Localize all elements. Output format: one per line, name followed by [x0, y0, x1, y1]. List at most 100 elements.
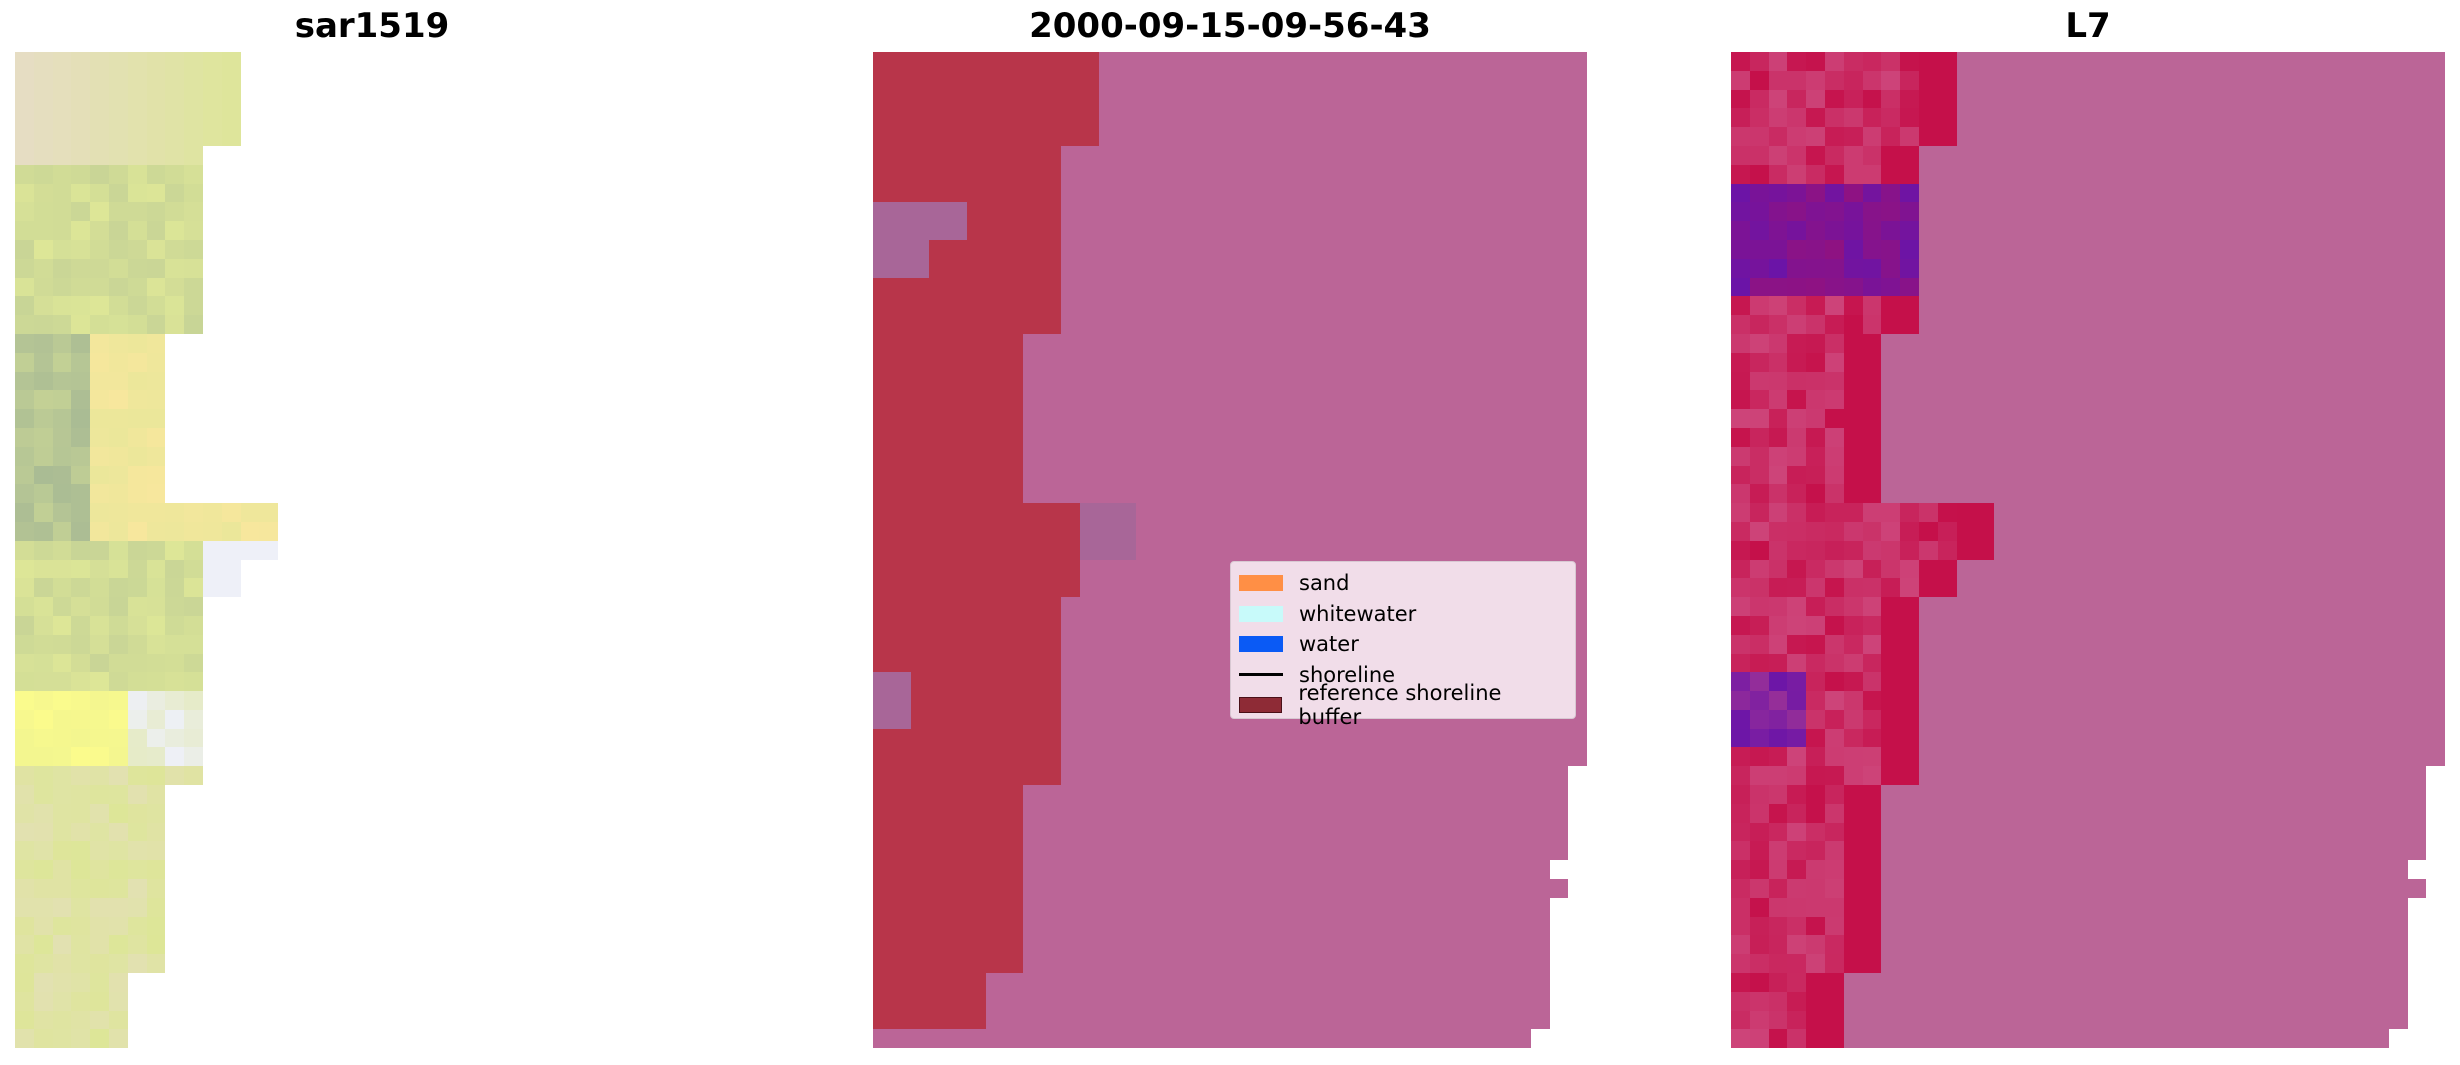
pixel [891, 615, 911, 635]
pixel [929, 521, 949, 541]
pixel [966, 52, 986, 71]
pixel [1493, 315, 1513, 334]
pixel [466, 296, 485, 315]
pixel [579, 165, 598, 184]
pixel [617, 146, 636, 165]
pixel [1154, 916, 1174, 936]
pixel [2050, 484, 2070, 504]
pixel [316, 296, 335, 315]
pixel [560, 597, 579, 616]
pixel [429, 823, 448, 842]
pixel [1568, 352, 1588, 372]
pixel [1937, 52, 1957, 71]
pixel [259, 447, 278, 466]
pixel [1060, 503, 1080, 522]
pixel [1474, 841, 1494, 861]
pixel [222, 654, 241, 673]
pixel [710, 992, 729, 1011]
panel-title-rgb: sar1519 [294, 6, 450, 46]
pixel [929, 559, 949, 579]
pixel [410, 447, 429, 466]
pixel [2069, 352, 2089, 372]
pixel [1248, 728, 1268, 748]
pixel [1862, 484, 1882, 504]
pixel [391, 315, 410, 334]
pixel [2257, 258, 2277, 278]
pixel [221, 127, 241, 146]
pixel [2426, 221, 2446, 240]
pixel [1042, 70, 1061, 90]
pixel [33, 803, 53, 823]
pixel [2182, 296, 2201, 316]
pixel [598, 747, 617, 766]
pixel [165, 992, 184, 1011]
pixel [485, 560, 504, 579]
pixel [1436, 1010, 1456, 1030]
pixel [2370, 465, 2389, 485]
pixel [1098, 822, 1118, 842]
pixel [2200, 277, 2220, 297]
pixel [33, 1010, 53, 1030]
pixel [560, 935, 579, 954]
pixel [184, 89, 203, 109]
pixel [278, 729, 297, 748]
pixel [1900, 89, 1919, 109]
pixel [1975, 296, 1995, 316]
pixel [316, 466, 335, 485]
pixel [541, 372, 560, 391]
pixel [165, 353, 184, 372]
pixel [1787, 446, 1807, 466]
pixel [1550, 1011, 1569, 1030]
pixel [2106, 108, 2126, 128]
pixel [2276, 465, 2295, 485]
pixel [1004, 277, 1024, 297]
pixel [541, 578, 560, 597]
pixel [278, 278, 297, 297]
pixel [222, 766, 241, 785]
pixel [2012, 427, 2032, 447]
pixel [1493, 446, 1513, 466]
pixel [52, 202, 72, 222]
pixel [504, 1029, 523, 1048]
pixel [2050, 127, 2070, 146]
pixel [2238, 70, 2258, 90]
pixel [165, 1011, 184, 1030]
pixel [1549, 239, 1569, 259]
pixel [1918, 352, 1938, 372]
pixel [2031, 371, 2051, 391]
pixel [929, 333, 949, 353]
pixel [184, 221, 203, 240]
pixel [33, 766, 53, 786]
pixel [52, 615, 72, 635]
pixel [203, 860, 222, 879]
pixel [90, 145, 109, 165]
pixel [2088, 390, 2107, 410]
pixel [1474, 728, 1494, 748]
pixel [429, 278, 448, 297]
pixel [985, 578, 1005, 598]
pixel [1004, 164, 1024, 184]
pixel [2294, 89, 2314, 109]
pixel [1436, 315, 1456, 334]
pixel [1042, 333, 1061, 353]
pixel [447, 447, 466, 466]
pixel [2163, 164, 2183, 184]
pixel [410, 729, 429, 748]
pixel [127, 841, 147, 861]
pixel [654, 484, 673, 503]
pixel [673, 954, 692, 973]
pixel [560, 108, 579, 127]
pixel [1455, 503, 1475, 522]
pixel [1568, 841, 1587, 860]
pixel [2370, 221, 2389, 240]
pixel [52, 991, 72, 1011]
pixel [2012, 183, 2032, 203]
pixel [1023, 333, 1043, 353]
pixel [910, 521, 930, 541]
pixel [1098, 747, 1118, 767]
pixel [241, 466, 260, 485]
pixel [1436, 841, 1456, 861]
pixel [1512, 352, 1531, 372]
pixel [184, 108, 203, 128]
pixel [1192, 691, 1212, 710]
